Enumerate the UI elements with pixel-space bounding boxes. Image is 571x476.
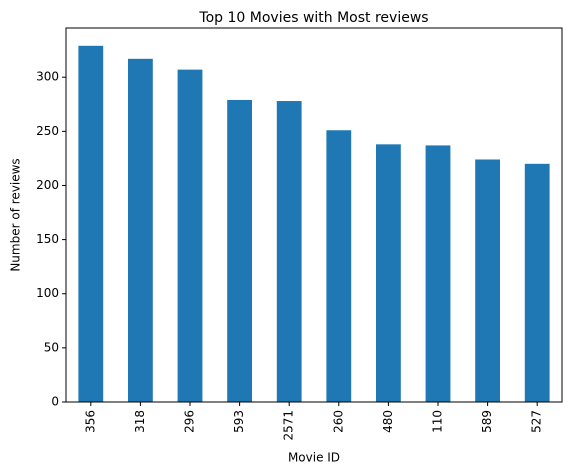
bar — [524, 163, 550, 402]
y-tick-label: 0 — [51, 395, 59, 409]
y-axis-label: Number of reviews — [9, 158, 23, 271]
y-tick-label: 100 — [36, 286, 59, 300]
bar — [425, 145, 451, 402]
bar — [78, 45, 104, 403]
x-tick-label: 2571 — [282, 410, 296, 441]
x-tick-label: 318 — [133, 410, 147, 433]
bar — [227, 99, 252, 402]
x-axis-label: Movie ID — [288, 451, 340, 465]
x-tick-label: 110 — [431, 410, 445, 433]
chart-title: Top 10 Movies with Most reviews — [198, 10, 428, 26]
y-tick-label: 150 — [36, 232, 59, 246]
bar — [276, 101, 302, 402]
x-tick-label: 589 — [480, 410, 494, 433]
x-tick-label: 260 — [331, 410, 345, 433]
x-tick-label: 527 — [530, 410, 544, 433]
y-tick-label: 50 — [44, 340, 59, 354]
x-tick-label: 356 — [83, 410, 97, 433]
y-tick-label: 300 — [36, 70, 59, 84]
bar — [376, 144, 401, 402]
axes-frame — [65, 27, 563, 403]
bar — [177, 69, 203, 402]
bar — [326, 130, 352, 402]
y-tick-label: 250 — [36, 124, 59, 138]
x-tick-label: 593 — [232, 410, 246, 433]
bar — [128, 58, 153, 403]
x-tick-label: 480 — [381, 410, 395, 433]
x-tick-label: 296 — [183, 410, 197, 433]
y-tick-label: 200 — [36, 178, 59, 192]
bar — [475, 159, 500, 402]
